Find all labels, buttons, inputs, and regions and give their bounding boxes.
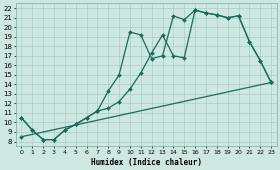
X-axis label: Humidex (Indice chaleur): Humidex (Indice chaleur) xyxy=(91,158,202,167)
